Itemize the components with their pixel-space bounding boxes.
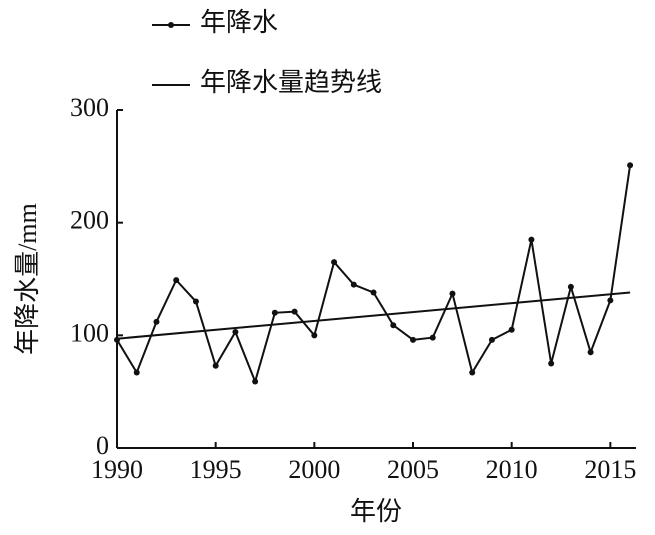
point [429,334,436,341]
point [627,162,634,169]
point [212,362,219,369]
series-line [116,165,632,385]
x-tick-label: 2015 [584,455,636,484]
y-axis-label: 年降水量/mm [13,203,42,355]
point [548,360,555,367]
point [133,369,140,376]
point [252,378,259,385]
x-tick-label: 2010 [486,455,538,484]
point [173,277,180,284]
point [232,328,239,335]
point [311,332,318,339]
point [410,336,417,343]
point [271,309,278,316]
point [192,298,199,305]
point [488,336,495,343]
legend-label: 年降水量趋势线 [200,68,382,97]
point [331,259,338,266]
point [350,281,357,288]
y-tick-label: 300 [70,93,109,122]
point [587,349,594,356]
y-tick-label: 0 [96,431,109,460]
point [291,308,298,315]
point [449,290,456,297]
x-tick-label: 2000 [288,455,340,484]
point [528,236,535,243]
point [370,289,377,296]
point [153,318,160,325]
x-tick-label: 2005 [387,455,439,484]
legend-marker [168,22,174,28]
series-line [116,291,631,340]
x-tick-label: 1995 [190,455,242,484]
x-tick-label: 1990 [91,455,143,484]
point [508,326,515,333]
y-tick-label: 200 [70,206,109,235]
point [469,369,476,376]
y-tick-label: 100 [70,318,109,347]
point [567,283,574,290]
x-axis-label: 年份 [350,497,402,526]
legend-label: 年降水 [200,8,278,37]
point [390,322,397,329]
point [607,297,614,304]
